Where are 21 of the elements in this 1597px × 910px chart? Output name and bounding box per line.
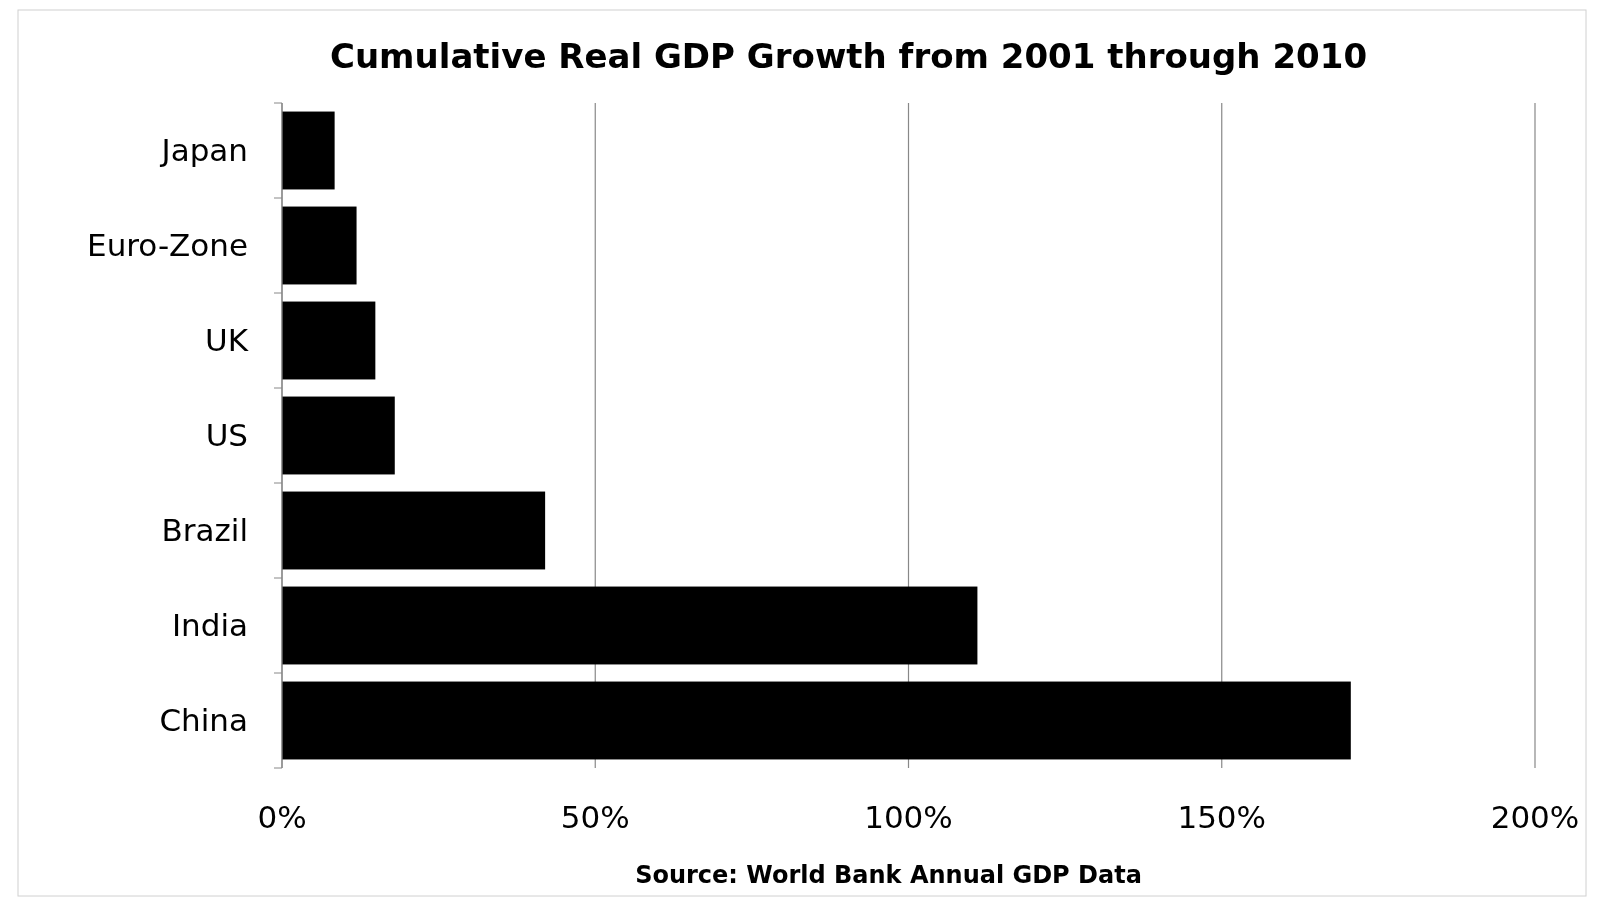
bar <box>282 396 395 475</box>
x-tick-label: 100% <box>864 799 953 835</box>
y-tick-label: Euro-Zone <box>87 227 248 264</box>
chart-title: Cumulative Real GDP Growth from 2001 through 2010 <box>329 36 1368 76</box>
bar <box>282 586 978 665</box>
bar <box>282 301 376 380</box>
y-tick-label: Japan <box>159 132 248 169</box>
y-tick-label: China <box>159 702 248 739</box>
y-tick-label: India <box>171 607 248 644</box>
x-tick-label: 200% <box>1490 799 1580 835</box>
y-tick-label: US <box>205 417 248 454</box>
y-tick-label: UK <box>204 322 249 359</box>
x-tick-label: 0% <box>257 799 307 835</box>
bar <box>282 491 546 570</box>
bar <box>282 681 1351 760</box>
bar <box>282 111 335 190</box>
x-tick-label: 50% <box>560 799 630 835</box>
bar <box>282 206 357 285</box>
y-tick-label: Brazil <box>161 512 248 549</box>
x-tick-label: 150% <box>1177 799 1267 835</box>
source-note: Source: World Bank Annual GDP Data <box>635 861 1142 889</box>
